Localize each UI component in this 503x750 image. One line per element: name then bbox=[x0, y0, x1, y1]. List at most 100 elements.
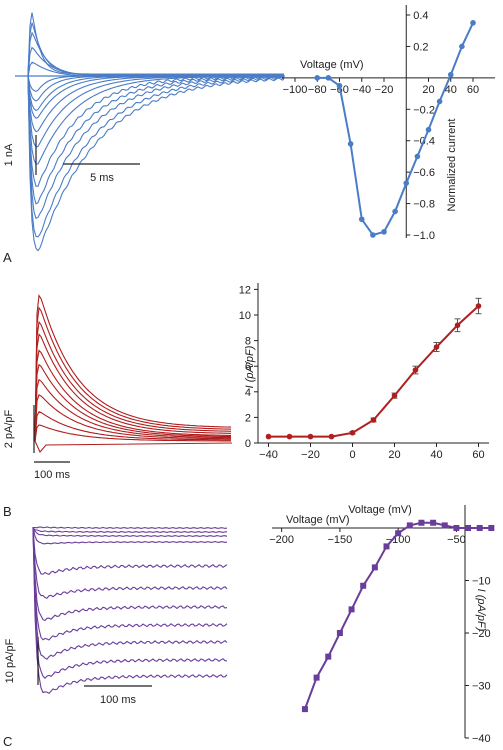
data-point bbox=[459, 43, 465, 50]
data-point bbox=[349, 429, 356, 436]
panel-a-y-axis-label: Normalized current bbox=[446, 119, 458, 212]
x-tick-label: −200 bbox=[269, 534, 294, 546]
x-tick-label: −100 bbox=[283, 84, 308, 96]
data-point bbox=[433, 344, 440, 350]
x-tick-label: −150 bbox=[328, 534, 353, 546]
current-trace bbox=[27, 74, 285, 205]
data-point bbox=[347, 141, 354, 147]
current-trace bbox=[32, 527, 228, 679]
x-tick-label: −100 bbox=[386, 534, 411, 546]
data-point bbox=[383, 543, 390, 550]
current-trace bbox=[34, 411, 231, 442]
data-point bbox=[307, 433, 314, 440]
panel-b-y-axis-label: I (pA/pF) bbox=[244, 345, 256, 388]
data-point bbox=[476, 525, 483, 531]
x-tick-label: 40 bbox=[430, 449, 442, 461]
data-point bbox=[412, 367, 419, 373]
y-tick-label: 8 bbox=[245, 336, 251, 348]
panel-c-letter: C bbox=[3, 734, 12, 749]
current-trace bbox=[32, 529, 228, 599]
panel-a-traces bbox=[15, 12, 285, 252]
current-trace bbox=[34, 333, 231, 442]
x-tick-label: 20 bbox=[388, 449, 400, 461]
y-tick-label: −0.8 bbox=[413, 199, 435, 211]
x-tick-label: −20 bbox=[375, 84, 394, 96]
data-point bbox=[403, 180, 410, 186]
current-trace bbox=[34, 378, 231, 442]
data-point bbox=[488, 525, 495, 531]
data-point bbox=[348, 606, 355, 613]
data-point bbox=[286, 433, 293, 440]
data-point bbox=[360, 582, 367, 589]
panel-c: 10 pA/pF 100 ms −200 −150 −100 −50 −10 −20 −30… bbox=[3, 505, 495, 749]
current-trace bbox=[32, 527, 228, 694]
data-point bbox=[425, 126, 432, 133]
current-trace bbox=[34, 294, 231, 442]
x-tick-label: −40 bbox=[259, 449, 278, 461]
current-trace bbox=[34, 349, 231, 442]
y-tick-label: −20 bbox=[472, 628, 491, 640]
y-tick-label: 6 bbox=[245, 361, 251, 373]
series-line bbox=[303, 521, 492, 710]
data-point bbox=[454, 322, 461, 329]
current-trace bbox=[34, 306, 232, 442]
y-tick-label: −10 bbox=[472, 576, 491, 588]
y-tick-label: −0.6 bbox=[413, 167, 435, 179]
data-point bbox=[441, 522, 448, 529]
data-point bbox=[430, 519, 437, 526]
data-point bbox=[470, 20, 476, 26]
current-trace bbox=[32, 527, 228, 537]
data-point bbox=[381, 229, 387, 235]
data-point bbox=[325, 653, 332, 660]
current-trace bbox=[32, 529, 228, 660]
panel-b-x-axis-label: Voltage (mV) bbox=[348, 504, 412, 516]
data-point bbox=[406, 522, 413, 529]
current-trace bbox=[32, 527, 228, 576]
current-trace bbox=[27, 74, 285, 187]
current-trace bbox=[34, 320, 232, 442]
x-tick-label: 20 bbox=[422, 84, 434, 96]
panel-c-iv-chart: −200 −150 −100 −50 −10 −20 −30 −40 bbox=[269, 505, 495, 745]
y-tick-label: −40 bbox=[472, 733, 491, 745]
current-trace bbox=[27, 75, 284, 148]
data-point bbox=[371, 564, 378, 571]
current-trace bbox=[33, 526, 228, 529]
current-trace bbox=[32, 527, 228, 545]
data-point bbox=[370, 232, 376, 238]
panel-c-y-scalebar-label: 10 pA/pF bbox=[4, 638, 16, 683]
current-trace bbox=[27, 46, 284, 77]
data-point bbox=[370, 417, 377, 423]
panel-c-x-scalebar-label: 100 ms bbox=[100, 694, 137, 706]
x-tick-label: 40 bbox=[445, 84, 457, 96]
current-trace bbox=[27, 75, 284, 133]
current-trace bbox=[32, 527, 228, 641]
panel-b-iv-chart: −40 −20 0 20 40 60 0 2 4 6 8 10 12 bbox=[239, 283, 489, 461]
panel-a-letter: A bbox=[3, 250, 12, 265]
panel-b-y-scalebar-label: 2 pA/pF bbox=[3, 409, 15, 448]
data-point bbox=[391, 392, 398, 399]
panel-c-x-axis-label: Voltage (mV) bbox=[286, 514, 350, 526]
x-tick-label: −40 bbox=[352, 84, 371, 96]
current-trace bbox=[27, 31, 284, 77]
data-point bbox=[301, 706, 308, 713]
data-point bbox=[447, 71, 454, 78]
panel-b-x-scalebar-label: 100 ms bbox=[34, 469, 71, 481]
data-point bbox=[336, 630, 343, 636]
x-tick-label: −50 bbox=[447, 534, 466, 546]
panel-b-letter: B bbox=[3, 504, 12, 519]
current-trace bbox=[27, 12, 284, 75]
panel-a-y-scalebar-label: 1 nA bbox=[3, 143, 15, 166]
data-point bbox=[392, 208, 398, 215]
current-trace bbox=[27, 74, 285, 238]
x-tick-label: 0 bbox=[349, 449, 355, 461]
current-trace bbox=[34, 363, 231, 442]
current-trace bbox=[32, 526, 228, 622]
y-tick-label: 2 bbox=[245, 412, 251, 424]
data-point bbox=[475, 303, 482, 309]
current-trace bbox=[34, 424, 231, 442]
y-tick-label: −1.0 bbox=[413, 230, 435, 242]
panel-a: 1 nA 5 ms −100 −80 −60 −40 −20 20 40 600.40.2−0… bbox=[3, 5, 495, 265]
y-tick-label: −30 bbox=[472, 681, 491, 693]
data-point bbox=[328, 433, 335, 440]
